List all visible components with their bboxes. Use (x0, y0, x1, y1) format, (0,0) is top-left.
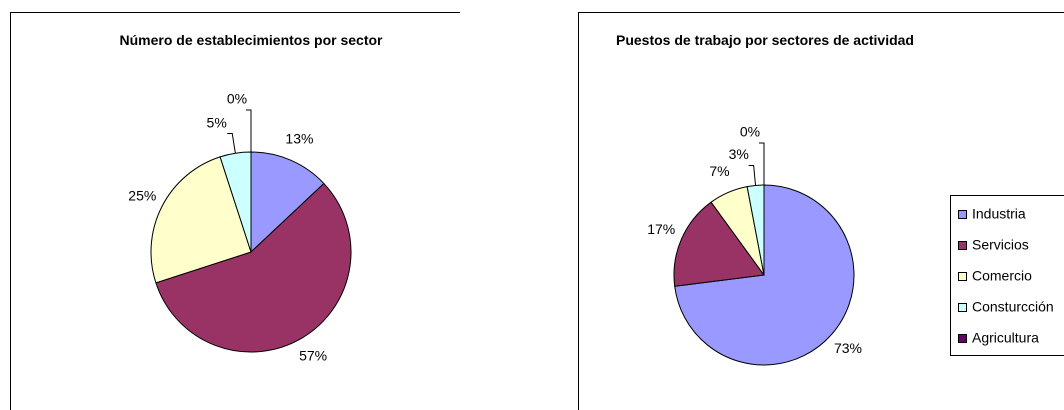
legend-swatch (958, 334, 967, 343)
data-label: 7% (709, 163, 729, 179)
legend-label: Industria (972, 206, 1026, 222)
data-label: 57% (299, 348, 327, 364)
chart-title: Puestos de trabajo por sectores de activ… (616, 32, 914, 48)
data-label: 3% (729, 146, 749, 162)
pie-slice (250, 151, 325, 254)
leader-line (748, 164, 757, 186)
leader-line (246, 109, 252, 152)
chart-frame (10, 12, 460, 410)
data-label: 0% (740, 124, 760, 140)
pie-slice (673, 201, 765, 287)
legend-label: Servicios (972, 237, 1029, 253)
leader-line (759, 142, 765, 185)
legend-swatch (958, 272, 967, 281)
data-label: 73% (834, 340, 862, 356)
leader-line (227, 132, 236, 154)
pie-slice (150, 156, 252, 284)
legend-swatch (958, 210, 967, 219)
data-label: 13% (285, 131, 313, 147)
legend-label: Agricultura (972, 330, 1039, 346)
data-label: 25% (128, 187, 156, 203)
legend-swatch (958, 241, 967, 250)
data-label: 5% (207, 114, 227, 130)
chart-frame (578, 12, 1064, 410)
pie-slice (155, 182, 352, 353)
legend-box (950, 195, 1064, 356)
chart-title: Número de establecimientos por sector (119, 32, 383, 48)
legend-label: Consturcción (972, 299, 1054, 315)
data-label: 17% (647, 221, 675, 237)
data-label: 0% (227, 91, 247, 107)
legend-label: Comercio (972, 268, 1032, 284)
legend-swatch (958, 303, 967, 312)
